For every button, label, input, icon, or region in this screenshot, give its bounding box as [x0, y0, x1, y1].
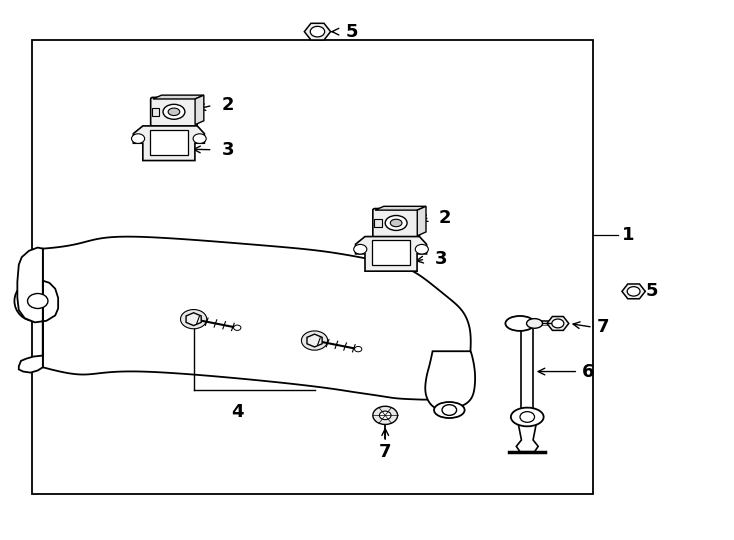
- Circle shape: [442, 404, 457, 415]
- Polygon shape: [417, 206, 426, 236]
- Text: 3: 3: [222, 141, 235, 159]
- Circle shape: [373, 406, 398, 424]
- Circle shape: [552, 319, 564, 328]
- Polygon shape: [18, 247, 58, 373]
- Circle shape: [28, 294, 48, 308]
- Circle shape: [181, 309, 207, 329]
- FancyBboxPatch shape: [373, 208, 419, 238]
- Text: 6: 6: [582, 362, 595, 381]
- Polygon shape: [305, 23, 330, 40]
- Polygon shape: [516, 425, 538, 452]
- Text: 2: 2: [439, 208, 451, 227]
- Text: 2: 2: [222, 97, 235, 114]
- Ellipse shape: [511, 408, 544, 426]
- Circle shape: [520, 411, 534, 422]
- Text: 5: 5: [646, 282, 658, 300]
- Circle shape: [415, 245, 429, 254]
- Ellipse shape: [163, 104, 185, 119]
- Polygon shape: [355, 237, 426, 271]
- Circle shape: [355, 347, 362, 352]
- FancyBboxPatch shape: [150, 97, 197, 126]
- Ellipse shape: [506, 316, 534, 331]
- Circle shape: [310, 26, 324, 37]
- FancyBboxPatch shape: [152, 107, 159, 116]
- Circle shape: [193, 134, 206, 144]
- Ellipse shape: [15, 281, 55, 321]
- Text: 1: 1: [622, 226, 634, 244]
- Polygon shape: [150, 130, 188, 155]
- Ellipse shape: [168, 108, 180, 116]
- Polygon shape: [375, 206, 426, 210]
- Text: 4: 4: [231, 403, 244, 421]
- Polygon shape: [372, 240, 410, 265]
- Polygon shape: [195, 95, 204, 125]
- Circle shape: [627, 287, 640, 296]
- Text: 3: 3: [435, 251, 447, 268]
- Ellipse shape: [390, 219, 402, 227]
- Polygon shape: [153, 95, 204, 99]
- Ellipse shape: [434, 402, 465, 418]
- Polygon shape: [425, 351, 475, 409]
- Text: 7: 7: [379, 443, 391, 461]
- Circle shape: [302, 331, 327, 350]
- Bar: [32, 40, 593, 495]
- Polygon shape: [307, 334, 322, 347]
- Polygon shape: [43, 237, 470, 400]
- Ellipse shape: [526, 319, 542, 328]
- Circle shape: [354, 245, 367, 254]
- FancyBboxPatch shape: [374, 219, 382, 227]
- Text: 5: 5: [345, 23, 357, 40]
- Polygon shape: [547, 316, 569, 330]
- Text: 7: 7: [597, 318, 609, 336]
- Polygon shape: [134, 126, 204, 160]
- Ellipse shape: [385, 215, 407, 231]
- Polygon shape: [186, 313, 201, 326]
- Polygon shape: [622, 284, 645, 299]
- Circle shape: [233, 325, 241, 330]
- Circle shape: [131, 134, 145, 144]
- Circle shape: [379, 411, 391, 420]
